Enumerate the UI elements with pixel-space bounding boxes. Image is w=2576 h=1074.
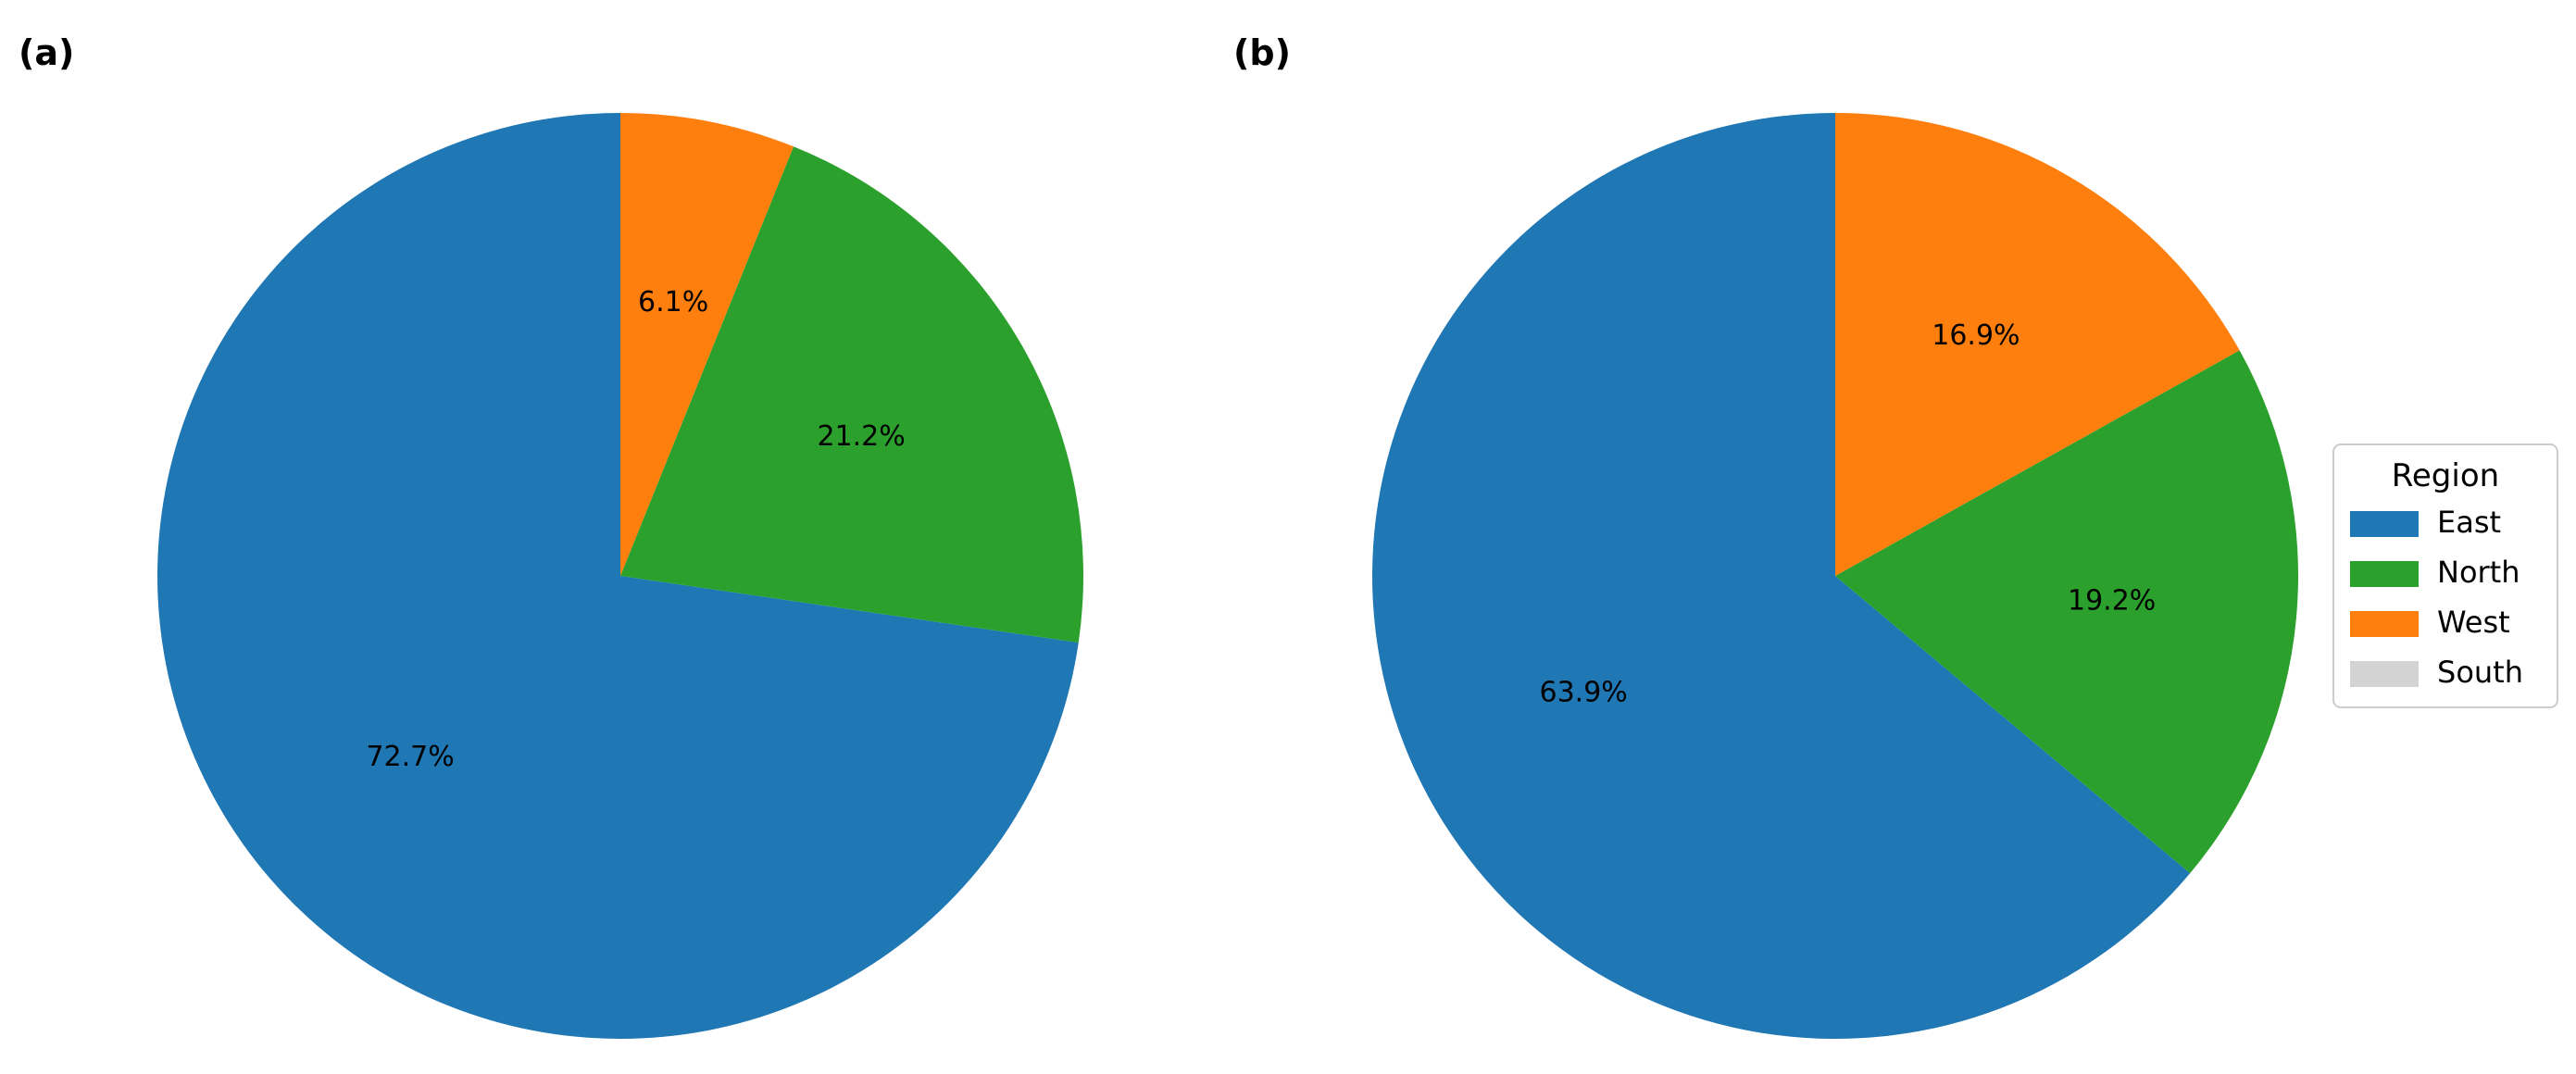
pie-slices-a <box>157 113 1083 1039</box>
pie-label-east-a: 72.7% <box>366 741 454 773</box>
legend-swatch-south <box>2350 661 2419 687</box>
pie-chart-a: (a) 72.7% 21.2% 6.1% <box>19 32 1083 1039</box>
pie-label-north-b: 19.2% <box>2068 585 2156 618</box>
pie-chart-b: (b) 63.9% 19.2% 16.9% <box>1233 32 2299 1039</box>
pie-labels-b: 63.9% 19.2% 16.9% <box>1539 319 2156 709</box>
legend-box <box>2332 443 2558 708</box>
pie-slices-b <box>1372 113 2299 1039</box>
pie-labels-a: 72.7% 21.2% 6.1% <box>366 286 905 773</box>
legend-label-west: West <box>2437 605 2510 640</box>
pie-slice-west-a <box>620 113 794 576</box>
pie-label-east-b: 63.9% <box>1539 676 1627 708</box>
pie-slice-east-a <box>157 113 1079 1039</box>
legend-entries: East North West South <box>2350 505 2523 690</box>
legend: Region East North West South <box>2332 443 2558 708</box>
pie-label-west-b: 16.9% <box>1932 319 2020 352</box>
pie-slice-west-b <box>1835 113 2240 576</box>
legend-title: Region <box>2392 457 2499 494</box>
legend-swatch-east <box>2350 511 2419 537</box>
pie-slice-north-b <box>1835 350 2299 874</box>
legend-label-north: North <box>2437 555 2520 590</box>
legend-label-south: South <box>2437 655 2523 690</box>
pie-slice-east-b <box>1372 113 2191 1039</box>
legend-label-east: East <box>2437 505 2501 540</box>
pie-label-west-a: 6.1% <box>638 286 708 318</box>
panel-label-b: (b) <box>1233 32 1291 73</box>
panel-label-a: (a) <box>19 32 74 73</box>
legend-swatch-north <box>2350 561 2419 587</box>
legend-swatch-west <box>2350 611 2419 637</box>
pie-label-north-a: 21.2% <box>817 420 905 453</box>
pie-slice-north-a <box>620 146 1083 643</box>
